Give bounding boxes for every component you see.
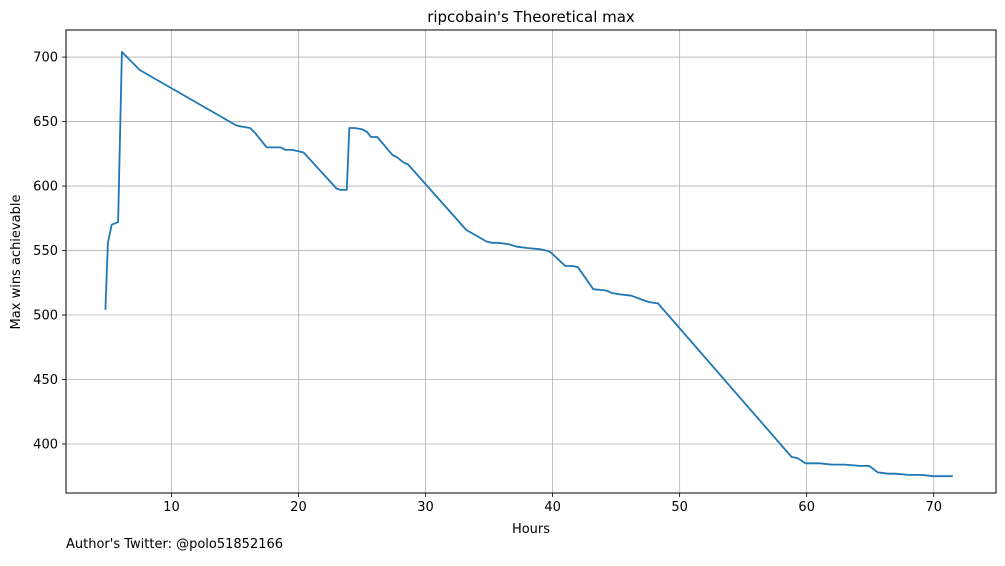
y-tick-label: 650 bbox=[33, 115, 58, 130]
x-tick-label: 40 bbox=[544, 500, 561, 515]
x-axis-label: Hours bbox=[512, 522, 550, 537]
y-tick-label: 700 bbox=[33, 51, 58, 66]
x-tick-label: 30 bbox=[417, 500, 434, 515]
x-tick-label: 50 bbox=[671, 500, 688, 515]
y-tick-label: 500 bbox=[33, 309, 58, 324]
x-tick-label: 70 bbox=[925, 500, 942, 515]
x-tick-label: 60 bbox=[798, 500, 815, 515]
plot-frame bbox=[65, 29, 997, 494]
chart-title: ripcobain's Theoretical max bbox=[427, 8, 635, 26]
y-tick-label: 400 bbox=[33, 437, 58, 452]
y-tick-label: 600 bbox=[33, 180, 58, 195]
series-line bbox=[104, 51, 953, 478]
y-tick-label: 450 bbox=[33, 373, 58, 388]
author-twitter-note: Author's Twitter: @polo51852166 bbox=[66, 537, 284, 552]
x-tick-label: 20 bbox=[290, 500, 307, 515]
y-tick-label: 550 bbox=[33, 244, 58, 259]
y-axis-label: Max wins achievable bbox=[9, 195, 24, 330]
x-tick-label: 10 bbox=[163, 500, 180, 515]
